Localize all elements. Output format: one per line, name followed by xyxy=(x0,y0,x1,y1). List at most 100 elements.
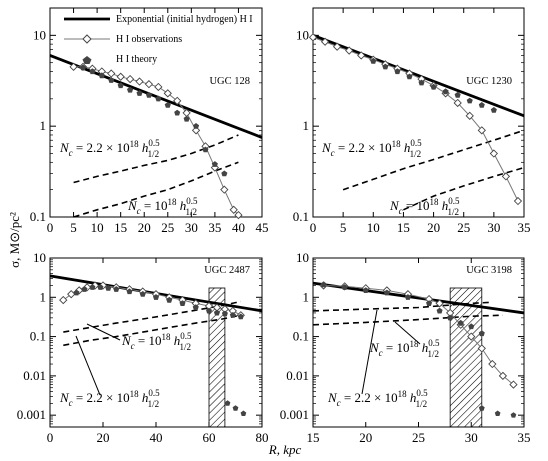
observation-point xyxy=(477,344,486,353)
theory-point xyxy=(418,79,425,86)
theory-point xyxy=(79,64,86,71)
y-tick-label: 0.01 xyxy=(23,368,46,383)
theory-point xyxy=(229,312,236,318)
x-tick-label: 35 xyxy=(518,430,531,445)
theory-point xyxy=(383,289,390,296)
theory-point xyxy=(221,170,228,177)
x-tick-label: 25 xyxy=(457,220,470,235)
observation-point xyxy=(488,359,497,369)
theory-point xyxy=(89,68,96,75)
observation-point xyxy=(477,126,486,135)
nc-curve-2 xyxy=(63,314,241,347)
legend-theory-label: H I theory xyxy=(116,54,157,65)
observation-point xyxy=(465,111,474,120)
y-tick-label: 0.001 xyxy=(17,407,46,422)
y-tick-label: 10 xyxy=(296,250,309,265)
x-tick-label: 25 xyxy=(412,430,425,445)
legend-obs-label: H I observations xyxy=(116,34,182,45)
observation-point xyxy=(220,185,229,194)
nc-label-lower: Nc = 2.2 × 1018 h0.5 1/2 xyxy=(59,388,160,409)
theory-point xyxy=(382,63,389,70)
theory-point xyxy=(211,161,218,167)
observations-line xyxy=(323,285,514,385)
theory-point xyxy=(404,294,411,300)
y-tick-label: 1 xyxy=(303,118,310,133)
y-tick-label: 0.1 xyxy=(30,329,46,344)
label-leader-line xyxy=(86,323,121,341)
theory-point xyxy=(153,294,159,300)
theory-point xyxy=(426,300,433,306)
theory-point xyxy=(362,287,369,293)
x-tick-label: 25 xyxy=(161,220,174,235)
observation-point xyxy=(229,205,238,214)
theory-point xyxy=(430,83,437,90)
observation-point xyxy=(345,46,354,55)
y-tick-label: 10 xyxy=(33,250,46,265)
y-tick-label: 0.01 xyxy=(286,368,309,383)
x-axis-title: R, kpc xyxy=(268,442,302,457)
x-tick-label: 10 xyxy=(367,220,380,235)
x-tick-label: 30 xyxy=(465,430,478,445)
label-leader-line xyxy=(75,335,101,396)
observations-line xyxy=(312,36,519,202)
y-tick-label: 0.1 xyxy=(30,209,46,224)
observation-point xyxy=(453,98,462,108)
panel-name: UGC 128 xyxy=(209,76,250,87)
nc-label-upper: Nc = 1018 h0.5 1/2 xyxy=(369,338,440,359)
nc-curve-2 xyxy=(403,166,525,211)
observation-point xyxy=(98,281,108,290)
y-tick-label: 10 xyxy=(296,27,309,42)
observation-point xyxy=(125,74,135,84)
nc-label-lower: Nc = 1018 h0.5 1/2 xyxy=(389,196,460,217)
theory-point xyxy=(108,77,115,83)
x-tick-label: 35 xyxy=(208,220,221,235)
observation-point xyxy=(135,77,144,86)
y-tick-label: 0.1 xyxy=(293,329,309,344)
panel-ugc-2487: 0 20 40 60 80 0.001 0.01 0.1 1 10 UGC 2487 Nc = 101… xyxy=(17,250,269,445)
observation-point xyxy=(90,281,100,290)
theory-point xyxy=(202,146,209,153)
y-tick-label: 0.001 xyxy=(280,407,309,422)
observation-point xyxy=(59,295,68,305)
theory-point xyxy=(97,284,104,290)
theory-tail-point xyxy=(224,400,231,406)
theory-point xyxy=(166,296,173,303)
panel-name: UGC 3198 xyxy=(466,265,512,276)
theory-tail-point xyxy=(240,410,247,416)
theory-point xyxy=(454,91,461,98)
x-tick-label: 10 xyxy=(91,220,104,235)
x-tick-label: 20 xyxy=(427,220,440,235)
theory-point xyxy=(394,68,401,75)
legend: Exponential (initial hydrogen) H I H I o… xyxy=(64,14,253,65)
observation-point xyxy=(498,371,508,381)
theory-point xyxy=(73,289,80,296)
exponential-line xyxy=(49,54,263,139)
x-tick-label: 40 xyxy=(232,220,245,235)
x-tick-label: 80 xyxy=(256,430,269,445)
observation-point xyxy=(320,37,330,46)
theory-point xyxy=(341,284,348,290)
y-tick-label: 1 xyxy=(40,118,47,133)
observation-point xyxy=(435,299,444,308)
theory-tail-point xyxy=(478,405,485,411)
observation-point xyxy=(75,286,84,295)
x-tick-label: 35 xyxy=(518,220,531,235)
nc-label-lower: Nc = 1018 h0.5 1/2 xyxy=(127,196,198,217)
x-tick-label: 15 xyxy=(307,430,320,445)
nc-curve-2 xyxy=(73,161,239,218)
observation-point xyxy=(144,80,154,89)
plot-frame xyxy=(49,7,263,218)
observation-point xyxy=(501,172,511,181)
theory-point xyxy=(117,82,124,89)
theory-tail-point xyxy=(232,405,239,411)
nc-label-lower: Nc = 2.2 × 1018 h0.5 1/2 xyxy=(327,388,428,409)
x-tick-label: 40 xyxy=(150,430,163,445)
theory-point xyxy=(406,73,413,80)
theory-point xyxy=(370,57,377,64)
x-tick-label: 5 xyxy=(70,220,77,235)
panel-ugc-3198: 15 20 25 30 35 0.001 0.01 0.1 1 10 UGC 3198 Nc = 10… xyxy=(280,250,531,445)
label-leader-line xyxy=(394,321,421,345)
legend-exponential-label: Exponential (initial hydrogen) H I xyxy=(116,14,253,25)
y-tick-label: 1 xyxy=(40,289,47,304)
